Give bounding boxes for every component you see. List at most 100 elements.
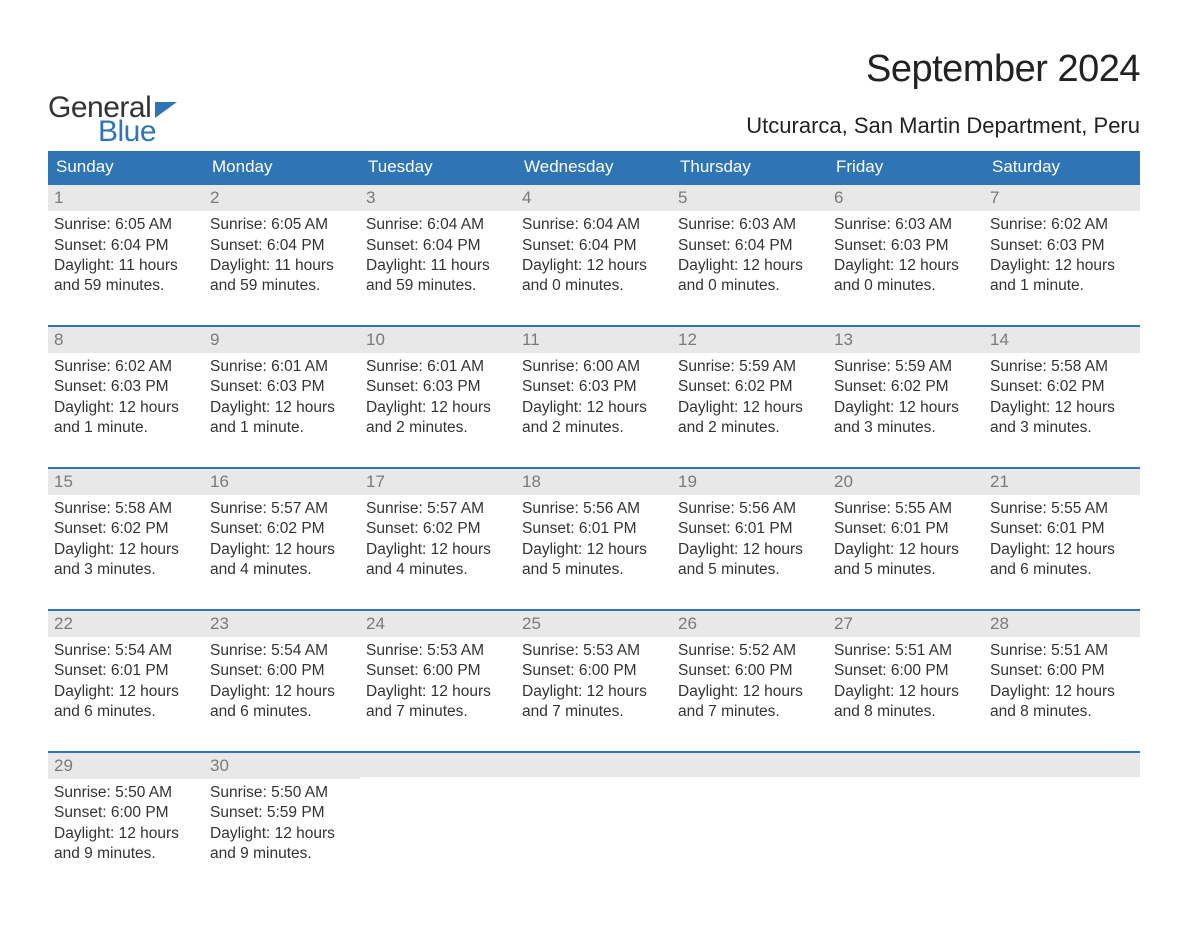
calendar-cell: 8Sunrise: 6:02 AMSunset: 6:03 PMDaylight… <box>48 325 204 467</box>
empty-day-bar <box>516 751 672 777</box>
calendar-cell: 10 Sunrise: 6:01 AMSunset: 6:03 PMDayligh… <box>360 325 516 467</box>
day-sunset: Sunset: 6:00 PM <box>210 661 354 681</box>
day-dl1: Daylight: 11 hours <box>54 256 198 276</box>
day-details: Sunrise: 6:04 AMSunset: 6:04 PMDaylight:… <box>516 211 672 297</box>
day-cell: 24Sunrise: 5:53 AMSunset: 6:00 PMDayligh… <box>360 609 516 751</box>
day-sunset: Sunset: 6:00 PM <box>54 803 198 823</box>
day-cell: 15Sunrise: 5:58 AMSunset: 6:02 PMDayligh… <box>48 467 204 609</box>
day-sunrise: Sunrise: 5:52 AM <box>678 641 822 661</box>
day-cell: 12Sunrise: 5:59 AMSunset: 6:02 PMDayligh… <box>672 325 828 467</box>
day-dl2: and 9 minutes. <box>54 844 198 864</box>
day-details: Sunrise: 5:50 AMSunset: 5:59 PMDaylight:… <box>204 779 360 865</box>
empty-day-bar <box>360 751 516 777</box>
day-cell: 23Sunrise: 5:54 AMSunset: 6:00 PMDayligh… <box>204 609 360 751</box>
day-sunrise: Sunrise: 5:56 AM <box>522 499 666 519</box>
day-sunset: Sunset: 6:01 PM <box>54 661 198 681</box>
day-details: Sunrise: 6:05 AMSunset: 6:04 PMDaylight:… <box>204 211 360 297</box>
day-details: Sunrise: 6:02 AMSunset: 6:03 PMDaylight:… <box>48 353 204 439</box>
calendar-week-row: 29Sunrise: 5:50 AMSunset: 6:00 PMDayligh… <box>48 751 1140 893</box>
day-number: 23 <box>204 609 360 637</box>
calendar-cell: 27Sunrise: 5:51 AMSunset: 6:00 PMDayligh… <box>828 609 984 751</box>
day-dl2: and 1 minute. <box>210 418 354 438</box>
empty-day-bar <box>828 751 984 777</box>
day-sunrise: Sunrise: 6:00 AM <box>522 357 666 377</box>
logo-flag-icon <box>155 102 177 118</box>
day-dl1: Daylight: 12 hours <box>210 682 354 702</box>
day-number: 24 <box>360 609 516 637</box>
day-sunrise: Sunrise: 5:51 AM <box>990 641 1134 661</box>
day-sunset: Sunset: 6:01 PM <box>678 519 822 539</box>
day-cell: 21Sunrise: 5:55 AMSunset: 6:01 PMDayligh… <box>984 467 1140 609</box>
day-sunset: Sunset: 6:02 PM <box>990 377 1134 397</box>
day-dl2: and 4 minutes. <box>210 560 354 580</box>
day-sunset: Sunset: 6:00 PM <box>678 661 822 681</box>
day-number: 4 <box>516 183 672 211</box>
day-cell: 16Sunrise: 5:57 AMSunset: 6:02 PMDayligh… <box>204 467 360 609</box>
calendar-cell: 7Sunrise: 6:02 AMSunset: 6:03 PMDaylight… <box>984 183 1140 325</box>
day-sunset: Sunset: 6:00 PM <box>834 661 978 681</box>
day-cell: 30Sunrise: 5:50 AMSunset: 5:59 PMDayligh… <box>204 751 360 893</box>
calendar-cell: 17Sunrise: 5:57 AMSunset: 6:02 PMDayligh… <box>360 467 516 609</box>
day-sunset: Sunset: 6:04 PM <box>54 236 198 256</box>
day-sunset: Sunset: 5:59 PM <box>210 803 354 823</box>
day-dl1: Daylight: 12 hours <box>54 682 198 702</box>
day-sunset: Sunset: 6:00 PM <box>366 661 510 681</box>
day-dl2: and 3 minutes. <box>990 418 1134 438</box>
day-cell: 3Sunrise: 6:04 AMSunset: 6:04 PMDaylight… <box>360 183 516 325</box>
calendar-cell: 2Sunrise: 6:05 AMSunset: 6:04 PMDaylight… <box>204 183 360 325</box>
calendar-cell: 6Sunrise: 6:03 AMSunset: 6:03 PMDaylight… <box>828 183 984 325</box>
header: General Blue September 2024 Utcurarca, S… <box>48 48 1140 147</box>
day-sunrise: Sunrise: 5:50 AM <box>54 783 198 803</box>
day-dl1: Daylight: 12 hours <box>366 398 510 418</box>
day-details: Sunrise: 6:03 AMSunset: 6:03 PMDaylight:… <box>828 211 984 297</box>
day-dl2: and 6 minutes. <box>210 702 354 722</box>
day-sunrise: Sunrise: 6:04 AM <box>366 215 510 235</box>
calendar-cell: 13Sunrise: 5:59 AMSunset: 6:02 PMDayligh… <box>828 325 984 467</box>
day-sunset: Sunset: 6:00 PM <box>522 661 666 681</box>
day-dl2: and 9 minutes. <box>210 844 354 864</box>
day-sunrise: Sunrise: 6:05 AM <box>210 215 354 235</box>
day-sunset: Sunset: 6:03 PM <box>522 377 666 397</box>
day-number: 2 <box>204 183 360 211</box>
day-number: 22 <box>48 609 204 637</box>
day-dl2: and 5 minutes. <box>834 560 978 580</box>
calendar-week-row: 8Sunrise: 6:02 AMSunset: 6:03 PMDaylight… <box>48 325 1140 467</box>
calendar-cell: 18Sunrise: 5:56 AMSunset: 6:01 PMDayligh… <box>516 467 672 609</box>
day-number: 10 <box>360 325 516 353</box>
day-sunrise: Sunrise: 6:01 AM <box>366 357 510 377</box>
day-dl2: and 2 minutes. <box>366 418 510 438</box>
day-number: 1 <box>48 183 204 211</box>
day-details: Sunrise: 5:58 AMSunset: 6:02 PMDaylight:… <box>984 353 1140 439</box>
day-sunset: Sunset: 6:01 PM <box>834 519 978 539</box>
day-cell: 26Sunrise: 5:52 AMSunset: 6:00 PMDayligh… <box>672 609 828 751</box>
day-sunrise: Sunrise: 5:57 AM <box>366 499 510 519</box>
day-sunset: Sunset: 6:03 PM <box>990 236 1134 256</box>
calendar-week-row: 22Sunrise: 5:54 AMSunset: 6:01 PMDayligh… <box>48 609 1140 751</box>
calendar-cell: 16Sunrise: 5:57 AMSunset: 6:02 PMDayligh… <box>204 467 360 609</box>
day-dl1: Daylight: 12 hours <box>834 256 978 276</box>
day-sunrise: Sunrise: 5:53 AM <box>522 641 666 661</box>
day-number: 27 <box>828 609 984 637</box>
day-sunrise: Sunrise: 6:02 AM <box>54 357 198 377</box>
day-sunrise: Sunrise: 5:59 AM <box>834 357 978 377</box>
day-sunset: Sunset: 6:03 PM <box>366 377 510 397</box>
day-details: Sunrise: 6:02 AMSunset: 6:03 PMDaylight:… <box>984 211 1140 297</box>
day-dl2: and 6 minutes. <box>990 560 1134 580</box>
day-details: Sunrise: 5:54 AMSunset: 6:00 PMDaylight:… <box>204 637 360 723</box>
day-sunrise: Sunrise: 5:53 AM <box>366 641 510 661</box>
day-cell: 29Sunrise: 5:50 AMSunset: 6:00 PMDayligh… <box>48 751 204 893</box>
weekday-header: Tuesday <box>360 151 516 183</box>
day-dl1: Daylight: 12 hours <box>54 398 198 418</box>
weekday-header: Thursday <box>672 151 828 183</box>
calendar-cell: 12Sunrise: 5:59 AMSunset: 6:02 PMDayligh… <box>672 325 828 467</box>
day-dl2: and 0 minutes. <box>834 276 978 296</box>
day-details: Sunrise: 5:55 AMSunset: 6:01 PMDaylight:… <box>828 495 984 581</box>
day-sunset: Sunset: 6:02 PM <box>54 519 198 539</box>
day-sunrise: Sunrise: 6:01 AM <box>210 357 354 377</box>
day-sunset: Sunset: 6:04 PM <box>522 236 666 256</box>
empty-day-bar <box>984 751 1140 777</box>
calendar-cell: 30Sunrise: 5:50 AMSunset: 5:59 PMDayligh… <box>204 751 360 893</box>
calendar-cell: 5Sunrise: 6:03 AMSunset: 6:04 PMDaylight… <box>672 183 828 325</box>
day-sunset: Sunset: 6:04 PM <box>210 236 354 256</box>
day-number: 19 <box>672 467 828 495</box>
